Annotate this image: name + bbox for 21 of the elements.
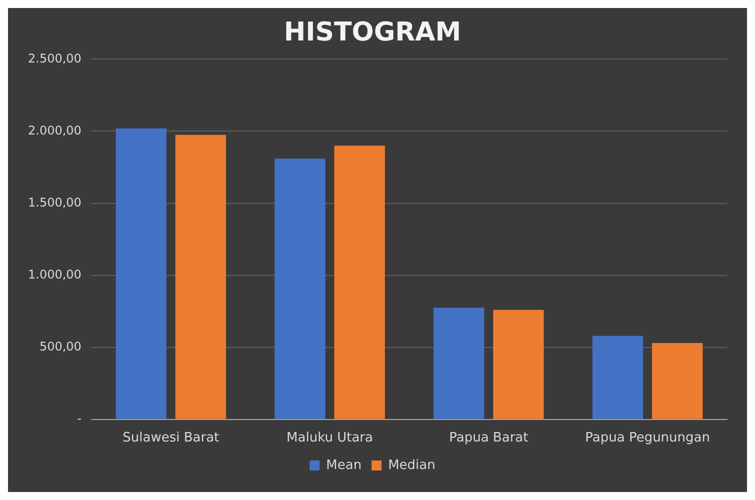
x-tick-label: Papua Barat bbox=[449, 430, 528, 446]
x-tick-label: Papua Pegunungan bbox=[585, 430, 710, 446]
legend-label: Mean bbox=[326, 458, 362, 473]
bar bbox=[652, 343, 703, 419]
chart-title: HISTOGRAM bbox=[284, 17, 462, 48]
bar bbox=[434, 308, 484, 419]
bar bbox=[175, 134, 226, 419]
y-tick-label: 1.000,00 bbox=[28, 267, 82, 282]
y-tick-label: 1.500,00 bbox=[28, 195, 82, 210]
bar bbox=[334, 146, 385, 419]
bar bbox=[592, 336, 644, 419]
legend-label: Median bbox=[388, 458, 436, 473]
x-tick-label: Maluku Utara bbox=[286, 430, 373, 446]
y-tick-label: 2.500,00 bbox=[28, 51, 82, 66]
bar bbox=[493, 310, 544, 419]
bar bbox=[116, 128, 166, 419]
y-tick-label: 2.000,00 bbox=[28, 123, 82, 138]
bar bbox=[274, 158, 326, 419]
x-tick-label: Sulawesi Barat bbox=[122, 430, 220, 446]
y-tick-label: 500,00 bbox=[39, 339, 82, 354]
y-tick-label: - bbox=[77, 412, 82, 426]
